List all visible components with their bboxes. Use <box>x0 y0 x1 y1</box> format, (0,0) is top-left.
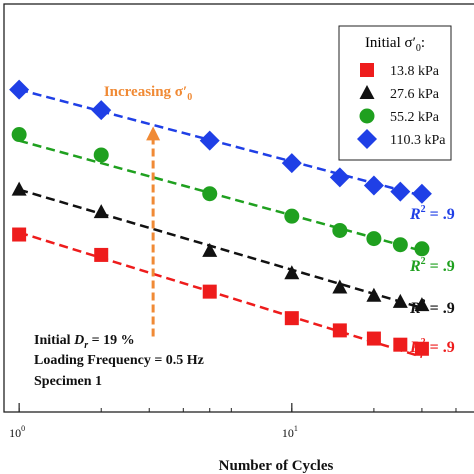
fit-lines <box>18 88 423 359</box>
x-tick-label-1: 101 <box>282 424 298 440</box>
r2-label-var: R <box>409 300 421 317</box>
marker-0-2 <box>202 284 217 299</box>
x-axis-label: Number of Cycles <box>219 458 334 474</box>
marker-2-2 <box>202 186 218 202</box>
arrow-label-symbol: σ′ <box>175 84 187 100</box>
plot-frame <box>3 3 474 413</box>
marker-1-6 <box>392 293 408 308</box>
marker-3-0 <box>9 79 30 100</box>
r2-label-2: R2 = .9 <box>409 256 455 275</box>
marker-1-3 <box>284 265 300 280</box>
r2-label-exp: 2 <box>421 337 426 348</box>
marker-2-0 <box>11 127 27 143</box>
marker-1-2 <box>202 242 218 257</box>
marker-3-5 <box>363 175 384 196</box>
info-line-2: Loading Frequency = 0.5 Hz <box>34 353 204 368</box>
fit-line-1 <box>18 188 423 310</box>
marker-0-5 <box>366 331 381 346</box>
r2-label-3: R2 = .9 <box>409 204 455 223</box>
r2-label-value: = .9 <box>426 300 455 317</box>
marker-2-5 <box>366 231 382 247</box>
marker-3-4 <box>329 167 350 188</box>
legend-items: 13.8 kPa 27.6 kPa 55.2 kPa 110.3 kPa <box>357 63 446 149</box>
legend-title-suffix: : <box>421 35 425 51</box>
marker-0-0 <box>12 227 27 242</box>
legend-title-prefix: Initial <box>365 35 405 51</box>
r2-label-var: R <box>409 258 421 275</box>
legend-marker-1 <box>359 85 375 99</box>
r-squared-labels: R2 = .9R2 = .9R2 = .9R2 = .9 <box>409 204 455 356</box>
x-tick-label-base: 10 <box>9 426 21 440</box>
marker-3-6 <box>390 181 411 202</box>
info-line-1: Initial Dr = 19 % <box>34 333 135 351</box>
r2-label-value: = .9 <box>426 258 455 275</box>
marker-0-3 <box>284 311 299 326</box>
marker-0-7 <box>414 341 429 356</box>
legend-marker-3 <box>357 129 377 149</box>
legend-label-3: 110.3 kPa <box>390 133 446 148</box>
legend-label-1: 27.6 kPa <box>390 87 440 102</box>
marker-1-5 <box>366 287 382 302</box>
marker-2-3 <box>284 208 300 224</box>
info-line-1-prefix: Initial <box>34 333 74 348</box>
r2-label-exp: 2 <box>421 204 426 215</box>
legend-title: Initial σ′0: <box>365 35 425 54</box>
marker-1-7 <box>414 297 430 312</box>
fit-line-0 <box>18 231 423 359</box>
marker-3-1 <box>91 100 112 121</box>
arrow-label: Increasing σ′0 <box>104 84 192 103</box>
info-line-3: Specimen 1 <box>34 374 102 389</box>
marker-0-6 <box>393 337 408 352</box>
marker-1-0 <box>11 181 27 196</box>
legend-marker-2 <box>359 108 375 124</box>
marker-2-7 <box>414 241 430 257</box>
info-line-1-var: D <box>73 333 84 348</box>
legend-label-2: 55.2 kPa <box>390 110 440 125</box>
legend: Initial σ′0: 13.8 kPa 27.6 kPa 55.2 kPa 110… <box>338 25 452 161</box>
marker-1-1 <box>93 204 109 219</box>
arrow-label-prefix: Increasing <box>104 84 175 100</box>
info-line-1-suffix: = 19 % <box>88 333 134 348</box>
marker-2-6 <box>392 237 408 253</box>
marker-3-7 <box>411 183 432 204</box>
r2-label-0: R2 = .9 <box>409 337 455 356</box>
x-tick-label-exp: 1 <box>294 424 298 433</box>
marker-0-4 <box>332 323 347 338</box>
marker-2-4 <box>332 222 348 238</box>
r2-label-value: = .9 <box>426 206 455 223</box>
marker-1-4 <box>332 279 348 294</box>
x-axis-ticks: 100 101 <box>9 403 457 440</box>
r2-label-var: R <box>409 339 421 356</box>
info-line-1-sub: r <box>84 340 88 351</box>
data-markers <box>9 79 432 356</box>
legend-label-0: 13.8 kPa <box>390 64 440 79</box>
marker-0-1 <box>94 247 109 262</box>
r2-label-1: R2 = .9 <box>409 298 455 317</box>
marker-3-3 <box>281 153 302 174</box>
r2-label-exp: 2 <box>421 256 426 267</box>
legend-title-symbol: σ′ <box>405 35 416 51</box>
arrow-label-sub: 0 <box>187 92 192 103</box>
r2-label-value: = .9 <box>426 339 455 356</box>
x-tick-label-exp: 0 <box>21 424 25 433</box>
x-tick-label-base: 10 <box>282 426 294 440</box>
legend-marker-0 <box>360 63 374 77</box>
marker-3-2 <box>199 130 220 151</box>
legend-box <box>338 25 452 161</box>
legend-title-sub: 0 <box>416 43 421 54</box>
marker-2-1 <box>93 147 109 163</box>
x-tick-label-0: 100 <box>9 424 25 440</box>
info-text: Initial Dr = 19 % Loading Frequency = 0.… <box>34 333 204 389</box>
r2-label-exp: 2 <box>421 298 426 309</box>
r2-label-var: R <box>409 206 421 223</box>
increasing-arrow <box>146 126 161 337</box>
arrow-head <box>146 126 161 141</box>
